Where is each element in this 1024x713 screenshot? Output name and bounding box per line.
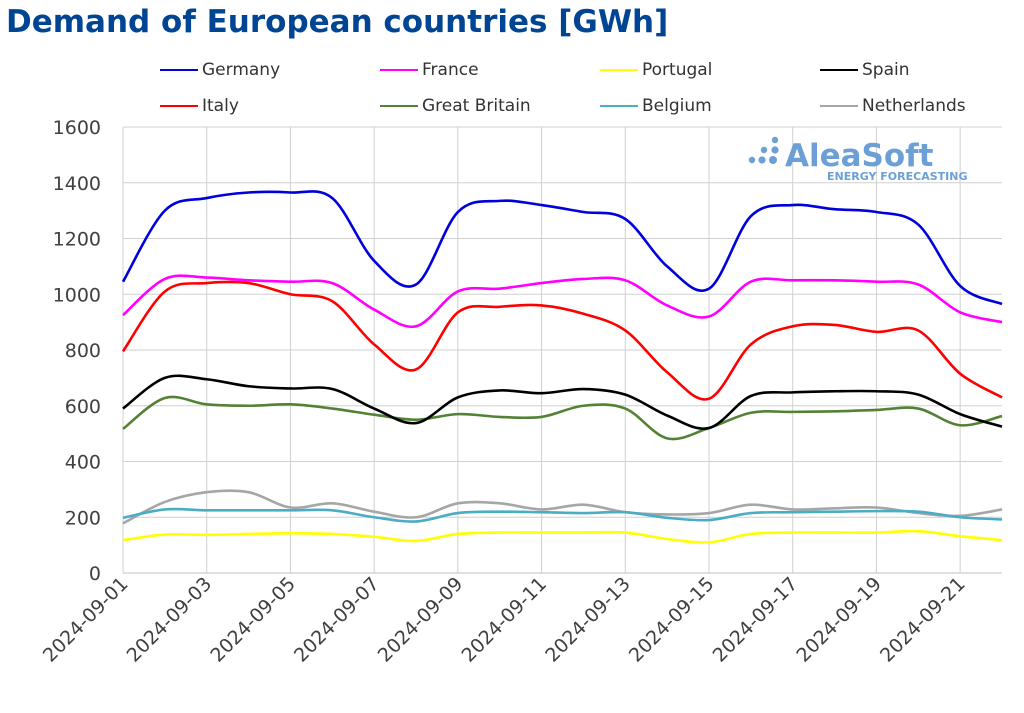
y-axis-ticks: 0 200 400 600 800 1000 1200 1400 1600: [53, 117, 101, 585]
legend-swatch: [380, 104, 418, 108]
legend-item-germany: Germany: [160, 60, 280, 80]
x-axis-ticks: 2024-09-012024-09-032024-09-052024-09-07…: [39, 573, 970, 667]
chart-title: Demand of European countries [GWh]: [6, 4, 669, 40]
series-line-spain: [122, 374, 1003, 430]
x-tick-label: 2024-09-17: [709, 573, 803, 667]
series-lines: [121, 190, 1003, 544]
legend-item-spain: Spain: [820, 60, 910, 80]
logo-name: AleaSoft: [785, 138, 934, 174]
logo-dots-icon: [748, 136, 779, 164]
legend-label: Germany: [202, 60, 281, 80]
legend-item-portugal: Portugal: [600, 60, 712, 80]
legend-swatch: [820, 68, 858, 72]
logo-dot: [758, 156, 766, 164]
y-tick-label: 0: [89, 563, 101, 585]
series-line-netherlands: [122, 489, 1003, 525]
legend-item-great-britain: Great Britain: [380, 96, 531, 116]
series-line-italy: [121, 280, 1003, 401]
logo-dot: [748, 156, 756, 164]
series-line-france: [122, 274, 1003, 329]
x-tick-label: 2024-09-03: [123, 573, 217, 667]
series-line-belgium: [122, 507, 1003, 523]
legend-label: Great Britain: [422, 96, 531, 116]
x-tick-label: 2024-09-19: [792, 573, 886, 667]
x-tick-label: 2024-09-01: [39, 573, 133, 667]
y-tick-label: 800: [65, 340, 101, 362]
legend-label: Spain: [862, 60, 910, 80]
logo-tagline: ENERGY FORECASTING: [827, 170, 967, 183]
legend-label: France: [422, 60, 479, 80]
aleasoft-logo: AleaSoft ENERGY FORECASTING: [748, 136, 967, 183]
logo-dot: [769, 156, 777, 164]
legend-swatch: [380, 68, 418, 72]
y-tick-label: 1600: [53, 117, 101, 139]
x-tick-label: 2024-09-13: [541, 573, 635, 667]
logo-dot: [771, 136, 779, 144]
legend-item-italy: Italy: [160, 96, 239, 116]
legend-swatch: [160, 104, 198, 108]
legend-swatch: [600, 104, 638, 108]
grid-lines: [122, 126, 1002, 574]
legend-swatch: [160, 68, 198, 72]
x-tick-label: 2024-09-11: [457, 573, 551, 667]
legend-label: Netherlands: [862, 96, 966, 116]
x-tick-label: 2024-09-09: [374, 573, 468, 667]
y-tick-label: 200: [65, 507, 101, 529]
series-line-portugal: [122, 529, 1003, 544]
y-tick-label: 1200: [53, 229, 101, 251]
legend-label: Belgium: [642, 96, 712, 116]
series-line-great-britain: [122, 395, 1003, 441]
legend-item-belgium: Belgium: [600, 96, 712, 116]
x-tick-label: 2024-09-05: [206, 573, 300, 667]
x-tick-label: 2024-09-21: [876, 573, 970, 667]
legend-item-netherlands: Netherlands: [820, 96, 966, 116]
y-tick-label: 400: [65, 452, 101, 474]
series-line-germany: [121, 190, 1003, 306]
legend-item-france: France: [380, 60, 479, 80]
legend-swatch: [600, 68, 638, 72]
y-tick-label: 1400: [53, 173, 101, 195]
y-tick-label: 1000: [53, 284, 101, 306]
logo-dot: [760, 146, 768, 154]
legend-swatch: [820, 104, 858, 108]
logo-dot: [771, 146, 779, 154]
y-tick-label: 600: [65, 396, 101, 418]
x-tick-label: 2024-09-07: [290, 573, 384, 667]
x-tick-label: 2024-09-15: [625, 573, 719, 667]
legend-label: Italy: [202, 96, 239, 116]
legend-label: Portugal: [642, 60, 713, 80]
